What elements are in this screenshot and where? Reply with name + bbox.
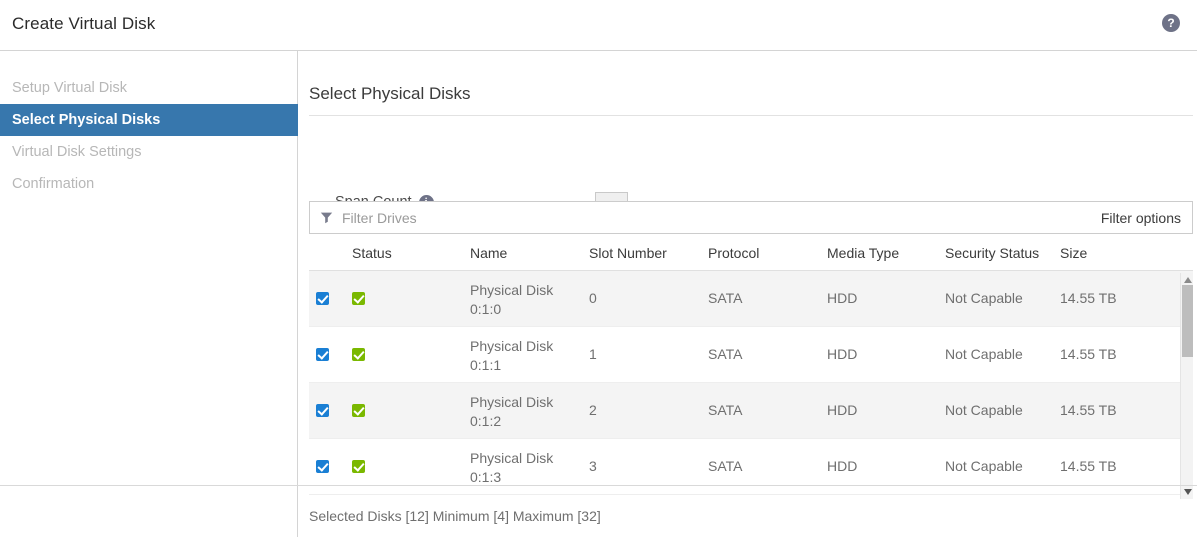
filter-options-button[interactable]: Filter options [1100, 209, 1181, 226]
column-header-size[interactable]: Size [1060, 245, 1088, 261]
sidebar-item-label: Setup Virtual Disk [12, 80, 127, 96]
cell-slot-number: 3 [589, 458, 597, 474]
cell-security-status: Not Capable [945, 346, 1023, 362]
scrollbar-thumb[interactable] [1182, 285, 1193, 357]
status-ok-icon [352, 292, 365, 305]
cell-media-type: HDD [827, 458, 858, 474]
cell-size: 14.55 TB [1060, 346, 1117, 362]
scroll-down-arrow-icon[interactable] [1183, 489, 1192, 495]
cell-slot-number: 1 [589, 346, 597, 362]
physical-disks-table: Status Name Slot Number Protocol Media Type S… [309, 234, 1193, 495]
table-row[interactable]: Physical Disk 0:1:0 0 SATA HDD Not Capable 14… [309, 271, 1193, 327]
sidebar-item-setup-virtual-disk[interactable]: Setup Virtual Disk [0, 72, 298, 104]
row-select-checkbox[interactable] [316, 348, 329, 361]
cell-protocol: SATA [708, 402, 743, 418]
page-title: Create Virtual Disk [12, 14, 156, 33]
table-scrollbar[interactable] [1180, 273, 1193, 499]
sidebar-item-virtual-disk-settings[interactable]: Virtual Disk Settings [0, 136, 298, 168]
funnel-filter-icon [320, 212, 333, 224]
row-select-checkbox[interactable] [316, 460, 329, 473]
status-ok-icon [352, 460, 365, 473]
title-divider [309, 115, 1193, 116]
status-ok-icon [352, 348, 365, 361]
cell-security-status: Not Capable [945, 458, 1023, 474]
filter-drives-input[interactable] [342, 209, 1101, 226]
cell-size: 14.55 TB [1060, 458, 1117, 474]
table-row[interactable]: Physical Disk 0:1:1 1 SATA HDD Not Capable 14… [309, 327, 1193, 383]
selection-summary: Selected Disks [12] Minimum [4] Maximum … [309, 508, 601, 524]
scroll-up-arrow-icon[interactable] [1183, 277, 1192, 283]
table-body: Physical Disk 0:1:0 0 SATA HDD Not Capable 14… [309, 271, 1193, 495]
bottom-divider [0, 485, 1197, 486]
table-row[interactable]: Physical Disk 0:1:3 3 SATA HDD Not Capable 14… [309, 439, 1193, 495]
sidebar-item-select-physical-disks[interactable]: Select Physical Disks [0, 104, 298, 136]
cell-media-type: HDD [827, 402, 858, 418]
row-select-checkbox[interactable] [316, 404, 329, 417]
main-content: Select Physical Disks Span Count i 1 Fil… [299, 51, 1197, 537]
sidebar-item-confirmation[interactable]: Confirmation [0, 168, 298, 200]
table-header-row: Status Name Slot Number Protocol Media Type S… [309, 234, 1193, 271]
cell-media-type: HDD [827, 346, 858, 362]
cell-media-type: HDD [827, 290, 858, 306]
column-header-slot-number[interactable]: Slot Number [589, 245, 667, 261]
help-circle-icon[interactable]: ? [1162, 14, 1180, 32]
cell-size: 14.55 TB [1060, 402, 1117, 418]
table-row[interactable]: Physical Disk 0:1:2 2 SATA HDD Not Capable 14… [309, 383, 1193, 439]
column-header-name[interactable]: Name [470, 245, 508, 261]
cell-protocol: SATA [708, 290, 743, 306]
status-ok-icon [352, 404, 365, 417]
cell-name: Physical Disk 0:1:3 [470, 450, 554, 485]
cell-slot-number: 0 [589, 290, 597, 306]
cell-size: 14.55 TB [1060, 290, 1117, 306]
cell-protocol: SATA [708, 346, 743, 362]
wizard-step-sidebar: Setup Virtual Disk Select Physical Disks V… [0, 51, 298, 537]
column-header-media-type[interactable]: Media Type [827, 245, 900, 261]
cell-protocol: SATA [708, 458, 743, 474]
sidebar-item-label: Confirmation [12, 176, 95, 192]
column-header-security-status[interactable]: Security Status [945, 245, 1040, 261]
sidebar-item-label: Select Physical Disks [12, 112, 161, 128]
dialog-titlebar: Create Virtual Disk ? [0, 0, 1197, 51]
sidebar-item-label: Virtual Disk Settings [12, 144, 142, 160]
cell-name: Physical Disk 0:1:0 [470, 282, 554, 317]
column-header-status[interactable]: Status [352, 245, 392, 261]
cell-security-status: Not Capable [945, 290, 1023, 306]
cell-security-status: Not Capable [945, 402, 1023, 418]
filter-bar: Filter options [309, 201, 1193, 234]
column-header-protocol[interactable]: Protocol [708, 245, 760, 261]
row-select-checkbox[interactable] [316, 292, 329, 305]
cell-slot-number: 2 [589, 402, 597, 418]
cell-name: Physical Disk 0:1:2 [470, 394, 554, 429]
section-title: Select Physical Disks [309, 84, 471, 103]
cell-name: Physical Disk 0:1:1 [470, 338, 554, 373]
